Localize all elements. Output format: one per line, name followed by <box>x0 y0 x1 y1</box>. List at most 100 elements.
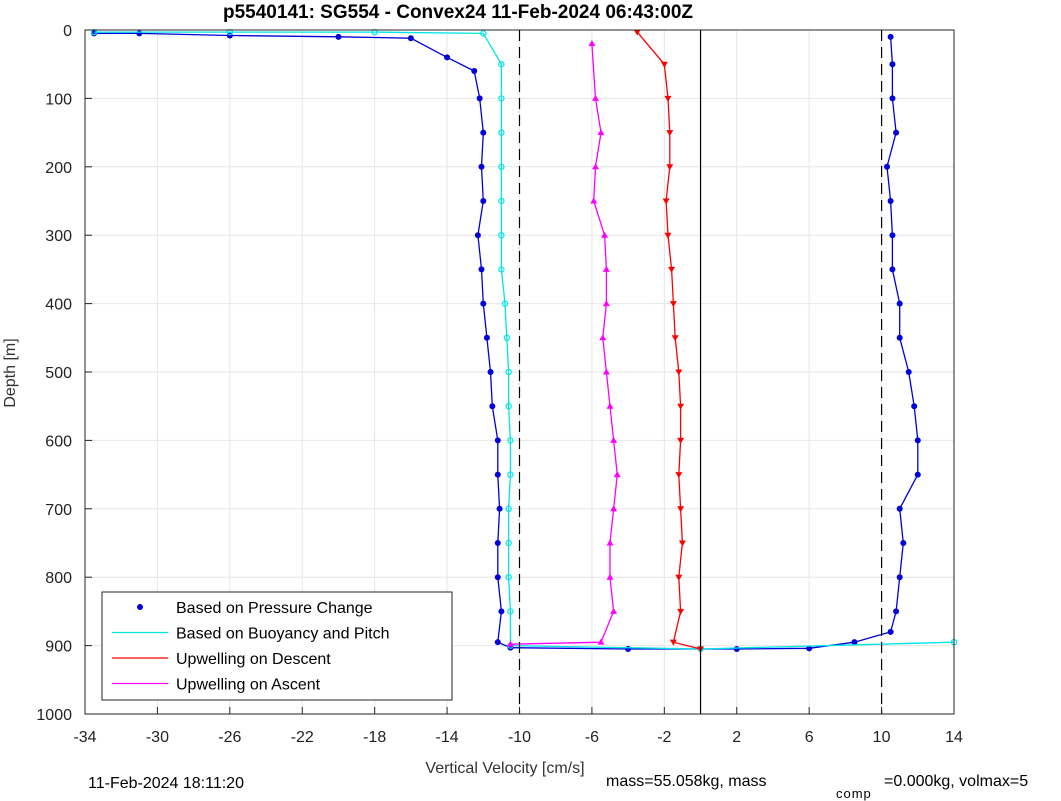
data-point <box>505 539 512 547</box>
data-point <box>666 164 674 171</box>
data-point <box>597 638 605 645</box>
data-point <box>506 640 514 647</box>
series-1 <box>91 30 921 653</box>
data-point <box>678 540 686 547</box>
footer-mass-text: mass=55.058kg, mass <box>606 773 767 790</box>
data-point <box>733 646 740 653</box>
data-point <box>494 639 501 646</box>
data-point <box>911 403 918 410</box>
series-3 <box>633 29 705 653</box>
y-tick-label: 800 <box>45 570 72 587</box>
data-point <box>601 231 609 238</box>
data-point <box>606 402 614 409</box>
x-tick-label: 14 <box>945 729 963 746</box>
data-point <box>480 30 487 37</box>
x-tick-label: -14 <box>436 729 459 746</box>
x-tick-label: -18 <box>363 729 386 746</box>
data-point <box>478 266 485 273</box>
data-point <box>613 471 621 478</box>
legend-marker <box>137 604 143 610</box>
y-tick-label: 900 <box>45 639 72 656</box>
footer-mass: mass=55.058kg, mass <box>606 773 767 791</box>
data-point <box>606 573 614 580</box>
data-point <box>610 436 618 443</box>
series-line <box>636 31 701 650</box>
data-point <box>503 334 511 341</box>
series-line <box>94 31 955 650</box>
data-point <box>498 60 505 68</box>
data-point <box>675 574 683 581</box>
data-point <box>677 506 685 513</box>
data-point <box>501 300 509 307</box>
data-point <box>226 28 234 36</box>
x-tick-label: 6 <box>805 729 814 746</box>
y-tick-label: 400 <box>45 297 72 314</box>
data-point <box>407 35 414 42</box>
series-4 <box>506 40 621 647</box>
x-tick-label: -30 <box>146 729 169 746</box>
data-point <box>505 574 512 581</box>
data-point <box>505 403 512 410</box>
data-point <box>677 403 685 410</box>
data-point <box>675 369 683 376</box>
y-tick-label: 700 <box>45 502 72 519</box>
y-tick-label: 1000 <box>36 707 72 724</box>
data-point <box>889 95 896 102</box>
data-point <box>471 68 478 75</box>
data-point <box>905 369 912 375</box>
data-point <box>507 471 514 478</box>
data-point <box>480 129 487 136</box>
x-tick-label: 10 <box>873 729 891 746</box>
data-point <box>480 198 487 204</box>
data-point <box>896 300 903 307</box>
legend-label: Upwelling on Descent <box>176 651 331 668</box>
data-point <box>669 301 677 308</box>
data-point <box>494 437 501 444</box>
data-point <box>498 608 505 615</box>
data-point <box>610 607 618 614</box>
y-tick-label: 200 <box>45 160 72 177</box>
data-point <box>498 197 505 205</box>
data-point <box>590 197 598 204</box>
data-point <box>633 29 641 36</box>
data-point <box>498 266 505 273</box>
data-point <box>900 540 907 546</box>
data-point <box>887 33 894 40</box>
data-point <box>893 129 900 136</box>
data-point <box>806 645 813 652</box>
y-tick-label: 0 <box>63 23 72 40</box>
data-point <box>675 472 683 479</box>
legend-label: Based on Buoyancy and Pitch <box>176 626 389 643</box>
data-point <box>914 437 921 444</box>
data-point <box>597 129 605 136</box>
footer-comp-subscript: comp <box>836 786 872 801</box>
y-axis-label: Depth [m] <box>2 338 19 407</box>
x-tick-label: 2 <box>732 729 741 746</box>
data-point <box>602 265 610 272</box>
data-point <box>660 61 668 68</box>
x-axis-label: Vertical Velocity [cm/s] <box>425 760 584 777</box>
data-point <box>476 95 483 102</box>
y-tick-label: 600 <box>45 433 72 450</box>
x-tick-label: -6 <box>585 729 599 746</box>
data-point <box>914 471 921 478</box>
data-point <box>889 266 896 273</box>
data-point <box>444 54 451 61</box>
chart-title: p5540141: SG554 - Convex24 11-Feb-2024 0… <box>223 2 693 23</box>
data-point <box>599 334 607 341</box>
data-point <box>666 130 674 137</box>
data-point <box>494 471 501 478</box>
data-point <box>889 61 896 68</box>
data-point <box>505 505 512 512</box>
footer-comp-volmax: =0.000kg, volmax=5 <box>884 773 1029 790</box>
data-point <box>498 95 505 102</box>
data-point <box>494 574 501 581</box>
data-point <box>494 540 501 546</box>
data-point <box>664 232 672 239</box>
data-point <box>592 94 600 101</box>
x-tick-label: -10 <box>508 729 531 746</box>
legend-box <box>101 591 453 701</box>
data-point <box>602 368 610 375</box>
data-point <box>588 40 596 47</box>
